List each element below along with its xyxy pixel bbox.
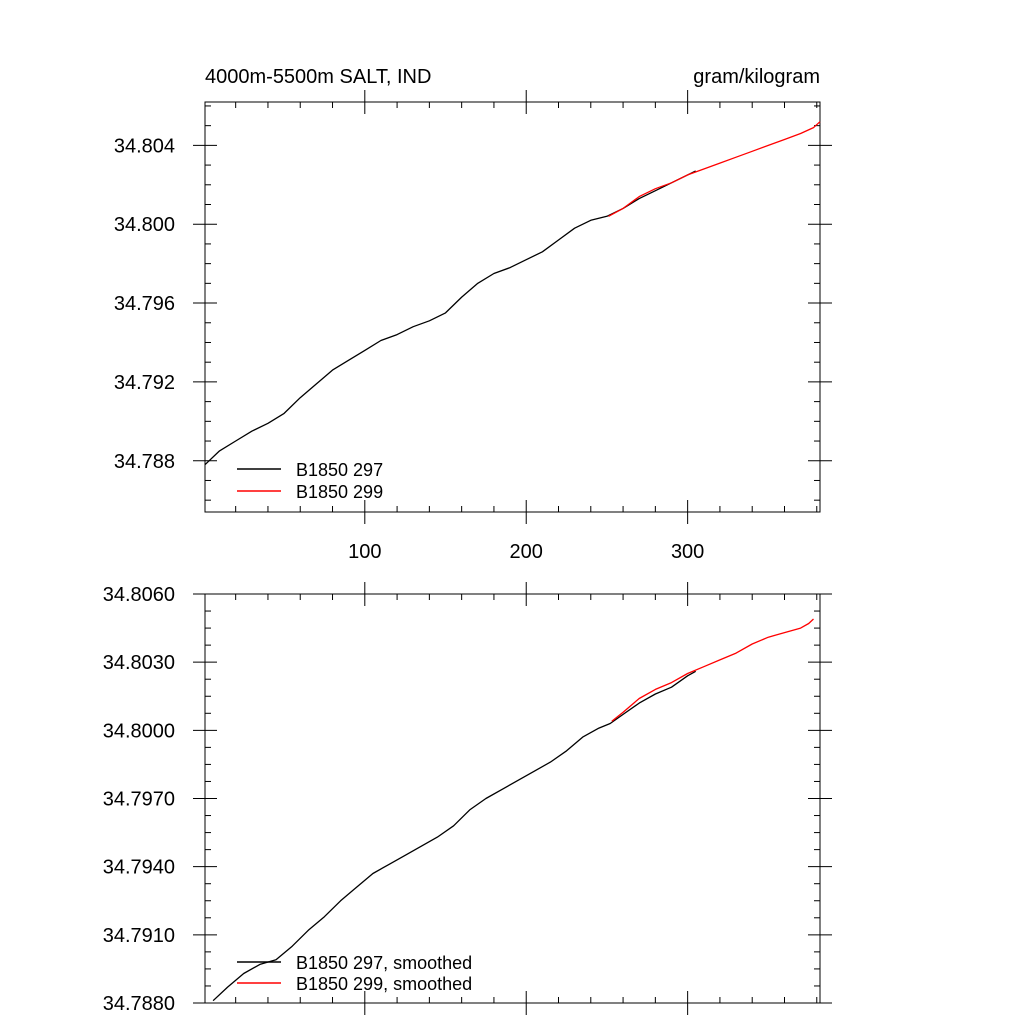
- legend-label-2: B1850 299: [296, 482, 383, 502]
- chart-title: 4000m-5500m SALT, IND: [205, 66, 431, 88]
- series-line-2: [608, 121, 821, 217]
- plot-frame: [204, 101, 821, 513]
- y-tick-label: 34.804: [114, 135, 175, 157]
- y-tick-label: 34.8030: [103, 652, 175, 674]
- legend-label-1: B1850 297: [296, 460, 383, 480]
- y-tick-label: 34.8000: [103, 720, 175, 742]
- series-line-1: [212, 670, 697, 1002]
- legend-label-2: B1850 299, smoothed: [296, 974, 472, 994]
- y-tick-label: 34.788: [114, 451, 175, 473]
- x-tick-label: 300: [671, 541, 704, 563]
- y-tick-label: 34.792: [114, 372, 175, 394]
- top-panel: 4000m-5500m SALT, IND gram/kilogram 100 2…: [114, 66, 832, 563]
- y-tick-label: 34.7910: [103, 925, 175, 947]
- x-tick-label: 200: [510, 541, 543, 563]
- series-line-2: [611, 618, 814, 722]
- y-tick-label: 34.800: [114, 214, 175, 236]
- y-tick-label: 34.8060: [103, 584, 175, 606]
- legend-label-1: B1850 297, smoothed: [296, 953, 472, 973]
- y-tick-label: 34.796: [114, 293, 175, 315]
- bottom-panel: 34.7880 34.7910 34.7940 34.7970 34.8000 34.80…: [103, 582, 832, 1015]
- y-tick-label: 34.7970: [103, 789, 175, 811]
- x-tick-label: 100: [348, 541, 381, 563]
- series-line-1: [204, 170, 696, 466]
- y-tick-label: 34.7940: [103, 857, 175, 879]
- units-label: gram/kilogram: [693, 66, 820, 88]
- y-tick-label: 34.7880: [103, 993, 175, 1015]
